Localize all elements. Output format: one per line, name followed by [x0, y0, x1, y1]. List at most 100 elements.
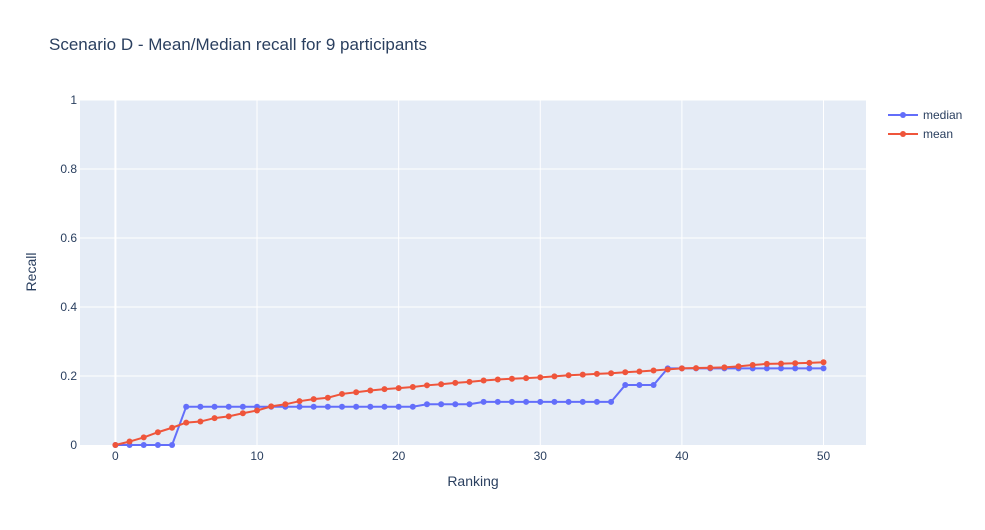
data-point-mean[interactable]	[735, 363, 742, 370]
data-point-mean[interactable]	[508, 375, 515, 382]
data-point-median[interactable]	[409, 403, 416, 410]
data-point-median[interactable]	[466, 401, 473, 408]
data-point-mean[interactable]	[806, 359, 813, 366]
data-point-median[interactable]	[480, 398, 487, 405]
data-point-mean[interactable]	[183, 419, 190, 426]
data-point-median[interactable]	[381, 403, 388, 410]
data-point-mean[interactable]	[778, 360, 785, 367]
data-point-median[interactable]	[551, 398, 558, 405]
data-point-median[interactable]	[593, 398, 600, 405]
data-point-median[interactable]	[183, 403, 190, 410]
data-point-mean[interactable]	[579, 371, 586, 378]
data-point-median[interactable]	[608, 398, 615, 405]
data-point-mean[interactable]	[678, 365, 685, 372]
data-point-median[interactable]	[508, 398, 515, 405]
data-point-mean[interactable]	[565, 372, 572, 379]
data-point-median[interactable]	[636, 381, 643, 388]
data-point-mean[interactable]	[707, 364, 714, 371]
data-point-median[interactable]	[339, 403, 345, 410]
data-point-mean[interactable]	[523, 375, 530, 382]
plot-area	[80, 100, 866, 445]
data-point-median[interactable]	[423, 401, 430, 408]
data-point-median[interactable]	[650, 381, 657, 388]
data-point-median[interactable]	[438, 401, 445, 408]
data-point-mean[interactable]	[353, 389, 360, 396]
data-point-mean[interactable]	[636, 368, 643, 375]
data-point-median[interactable]	[452, 401, 459, 408]
legend-label: median	[923, 108, 962, 122]
data-point-median[interactable]	[622, 381, 629, 388]
data-point-median[interactable]	[820, 365, 827, 372]
data-point-mean[interactable]	[466, 378, 473, 385]
legend-item-median[interactable]: median	[888, 108, 962, 122]
data-point-mean[interactable]	[664, 366, 671, 373]
data-point-mean[interactable]	[409, 384, 416, 391]
data-point-mean[interactable]	[197, 418, 204, 425]
data-point-median[interactable]	[324, 403, 331, 410]
data-point-mean[interactable]	[452, 379, 459, 386]
data-point-mean[interactable]	[763, 360, 770, 367]
data-point-mean[interactable]	[551, 373, 558, 380]
data-point-mean[interactable]	[367, 387, 374, 394]
data-point-mean[interactable]	[112, 442, 119, 448]
data-point-mean[interactable]	[296, 398, 303, 405]
data-point-median[interactable]	[239, 403, 246, 410]
data-point-mean[interactable]	[608, 370, 615, 377]
axes: 0 10 20 30 40 50 0 0.2 0.4 0.6 0.8 1	[60, 93, 830, 463]
data-point-mean[interactable]	[310, 396, 317, 403]
data-point-median[interactable]	[310, 403, 317, 410]
data-point-mean[interactable]	[225, 413, 232, 420]
y-tick-label: 0	[70, 438, 77, 452]
data-point-mean[interactable]	[324, 394, 331, 401]
data-point-mean[interactable]	[480, 377, 487, 384]
data-point-median[interactable]	[763, 365, 770, 372]
data-point-mean[interactable]	[622, 369, 629, 376]
data-point-median[interactable]	[778, 365, 785, 372]
data-point-mean[interactable]	[537, 374, 544, 381]
data-point-median[interactable]	[296, 403, 303, 410]
data-point-mean[interactable]	[395, 385, 402, 392]
data-point-median[interactable]	[225, 403, 232, 410]
data-point-median[interactable]	[579, 398, 586, 405]
data-point-mean[interactable]	[126, 438, 133, 445]
data-point-mean[interactable]	[154, 429, 161, 436]
data-point-median[interactable]	[353, 403, 360, 410]
data-point-mean[interactable]	[169, 424, 176, 431]
data-point-mean[interactable]	[254, 407, 261, 414]
data-point-median[interactable]	[154, 442, 161, 448]
legend[interactable]: median mean	[888, 108, 962, 141]
data-point-mean[interactable]	[792, 360, 799, 367]
x-axis-title: Ranking	[447, 473, 498, 489]
data-point-median[interactable]	[169, 442, 176, 448]
data-point-mean[interactable]	[650, 367, 657, 374]
data-point-median[interactable]	[395, 403, 402, 410]
data-point-mean[interactable]	[339, 390, 345, 397]
data-point-mean[interactable]	[749, 361, 756, 368]
data-point-mean[interactable]	[239, 410, 246, 417]
data-point-mean[interactable]	[721, 364, 728, 371]
data-point-median[interactable]	[367, 403, 374, 410]
data-point-median[interactable]	[537, 398, 544, 405]
data-point-mean[interactable]	[494, 376, 501, 383]
data-point-median[interactable]	[565, 398, 572, 405]
data-point-mean[interactable]	[693, 365, 700, 372]
legend-item-mean[interactable]: mean	[888, 127, 953, 141]
data-point-median[interactable]	[140, 442, 147, 448]
data-point-median[interactable]	[792, 365, 799, 372]
data-point-median[interactable]	[806, 365, 813, 372]
data-point-mean[interactable]	[211, 415, 218, 422]
data-point-median[interactable]	[523, 398, 530, 405]
data-point-mean[interactable]	[381, 386, 388, 393]
data-point-mean[interactable]	[438, 381, 445, 388]
data-point-mean[interactable]	[423, 382, 430, 389]
data-point-mean[interactable]	[140, 434, 147, 441]
data-point-median[interactable]	[197, 403, 204, 410]
data-point-mean[interactable]	[268, 403, 275, 410]
data-point-mean[interactable]	[820, 359, 827, 366]
series-layer	[112, 359, 827, 448]
data-point-mean[interactable]	[593, 370, 600, 377]
data-point-median[interactable]	[494, 398, 501, 405]
data-point-mean[interactable]	[282, 401, 289, 408]
data-point-median[interactable]	[211, 403, 218, 410]
